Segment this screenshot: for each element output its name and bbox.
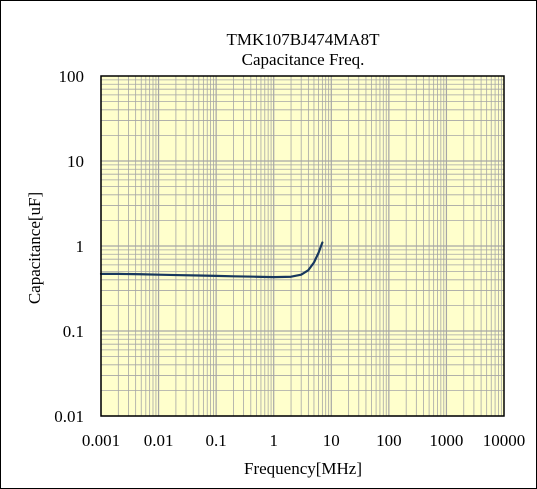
y-tick-label: 10 [67,152,84,171]
y-axis-label: Capacitance[uF] [25,192,44,304]
x-tick-label: 1 [269,431,278,450]
x-tick-label: 0.01 [144,431,174,450]
x-axis-label: Frequency[MHz] [244,459,362,478]
grid-lines [100,76,504,417]
chart-subtitle: Capacitance Freq. [242,50,365,69]
y-tick-label: 0.01 [54,407,84,426]
y-tick-label: 100 [59,67,85,86]
series-line [99,241,324,279]
y-tick-label: 1 [76,237,85,256]
x-tick-label: 0.001 [82,431,120,450]
x-tick-label: 0.1 [206,431,227,450]
y-tick-label: 0.1 [63,322,84,341]
tick-labels: 0.001 0.01 0.1 1 10 100 1000 10000 100 10 1 0.1 0.01 [54,67,525,450]
x-tick-label: 10000 [483,431,526,450]
series-layer [99,241,324,279]
x-tick-label: 10 [323,431,340,450]
x-tick-label: 100 [376,431,402,450]
plot-border [100,75,505,417]
x-tick-label: 1000 [429,431,463,450]
chart-title: TMK107BJ474MA8T [226,30,380,49]
